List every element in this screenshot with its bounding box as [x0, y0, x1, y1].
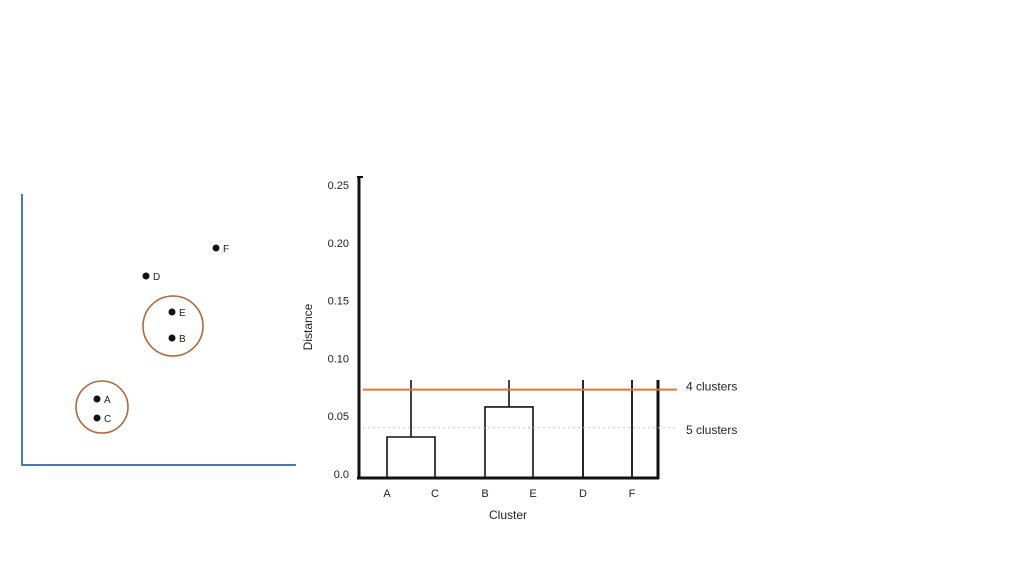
- x-tick-label-c: C: [431, 488, 439, 500]
- cluster-circle-ac: [75, 380, 129, 434]
- x-axis-title: Cluster: [489, 508, 527, 522]
- dendrogram-chart: 0.0 0.05 0.10 0.15 0.20 0.25 A C B E D F 4 cluster…: [301, 176, 737, 522]
- merge-link-be: [484, 406, 534, 478]
- point-label-a: A: [104, 395, 111, 406]
- cluster-circle-be: [142, 295, 204, 357]
- x-tick-label-f: F: [629, 488, 636, 500]
- merge-link-ac: [386, 436, 436, 478]
- y-tick-label: 0.05: [328, 411, 349, 423]
- y-tick-label: 0.0: [334, 469, 349, 481]
- y-tick-label: 0.15: [328, 296, 349, 308]
- point-f: [212, 244, 220, 252]
- point-b: [168, 334, 176, 342]
- y-tick-label: 0.25: [328, 180, 349, 192]
- x-tick-label-a: A: [383, 488, 391, 500]
- point-c: [93, 414, 101, 422]
- point-label-c: C: [104, 414, 111, 425]
- x-tick-label-d: D: [579, 488, 587, 500]
- point-e: [168, 308, 176, 316]
- scatter-panel: F D E B A C: [21, 194, 296, 466]
- point-a: [93, 395, 101, 403]
- y-tick-label: 0.10: [328, 353, 349, 365]
- threshold-label-1: 4 clusters: [686, 380, 737, 394]
- point-label-d: D: [153, 272, 160, 283]
- threshold-label-2: 5 clusters: [686, 423, 737, 437]
- y-ticks: 0.0 0.05 0.10 0.15 0.20 0.25: [328, 180, 349, 481]
- x-tick-label-e: E: [529, 488, 536, 500]
- point-d: [142, 272, 150, 280]
- point-label-e: E: [179, 308, 186, 319]
- point-label-b: B: [179, 334, 186, 345]
- x-tick-label-b: B: [481, 488, 488, 500]
- point-label-f: F: [223, 244, 229, 255]
- threshold-lines: 4 clusters 5 clusters: [363, 380, 737, 437]
- merge-links: [386, 380, 633, 478]
- y-tick-label: 0.20: [328, 238, 349, 250]
- y-axis-title: Distance: [301, 303, 315, 350]
